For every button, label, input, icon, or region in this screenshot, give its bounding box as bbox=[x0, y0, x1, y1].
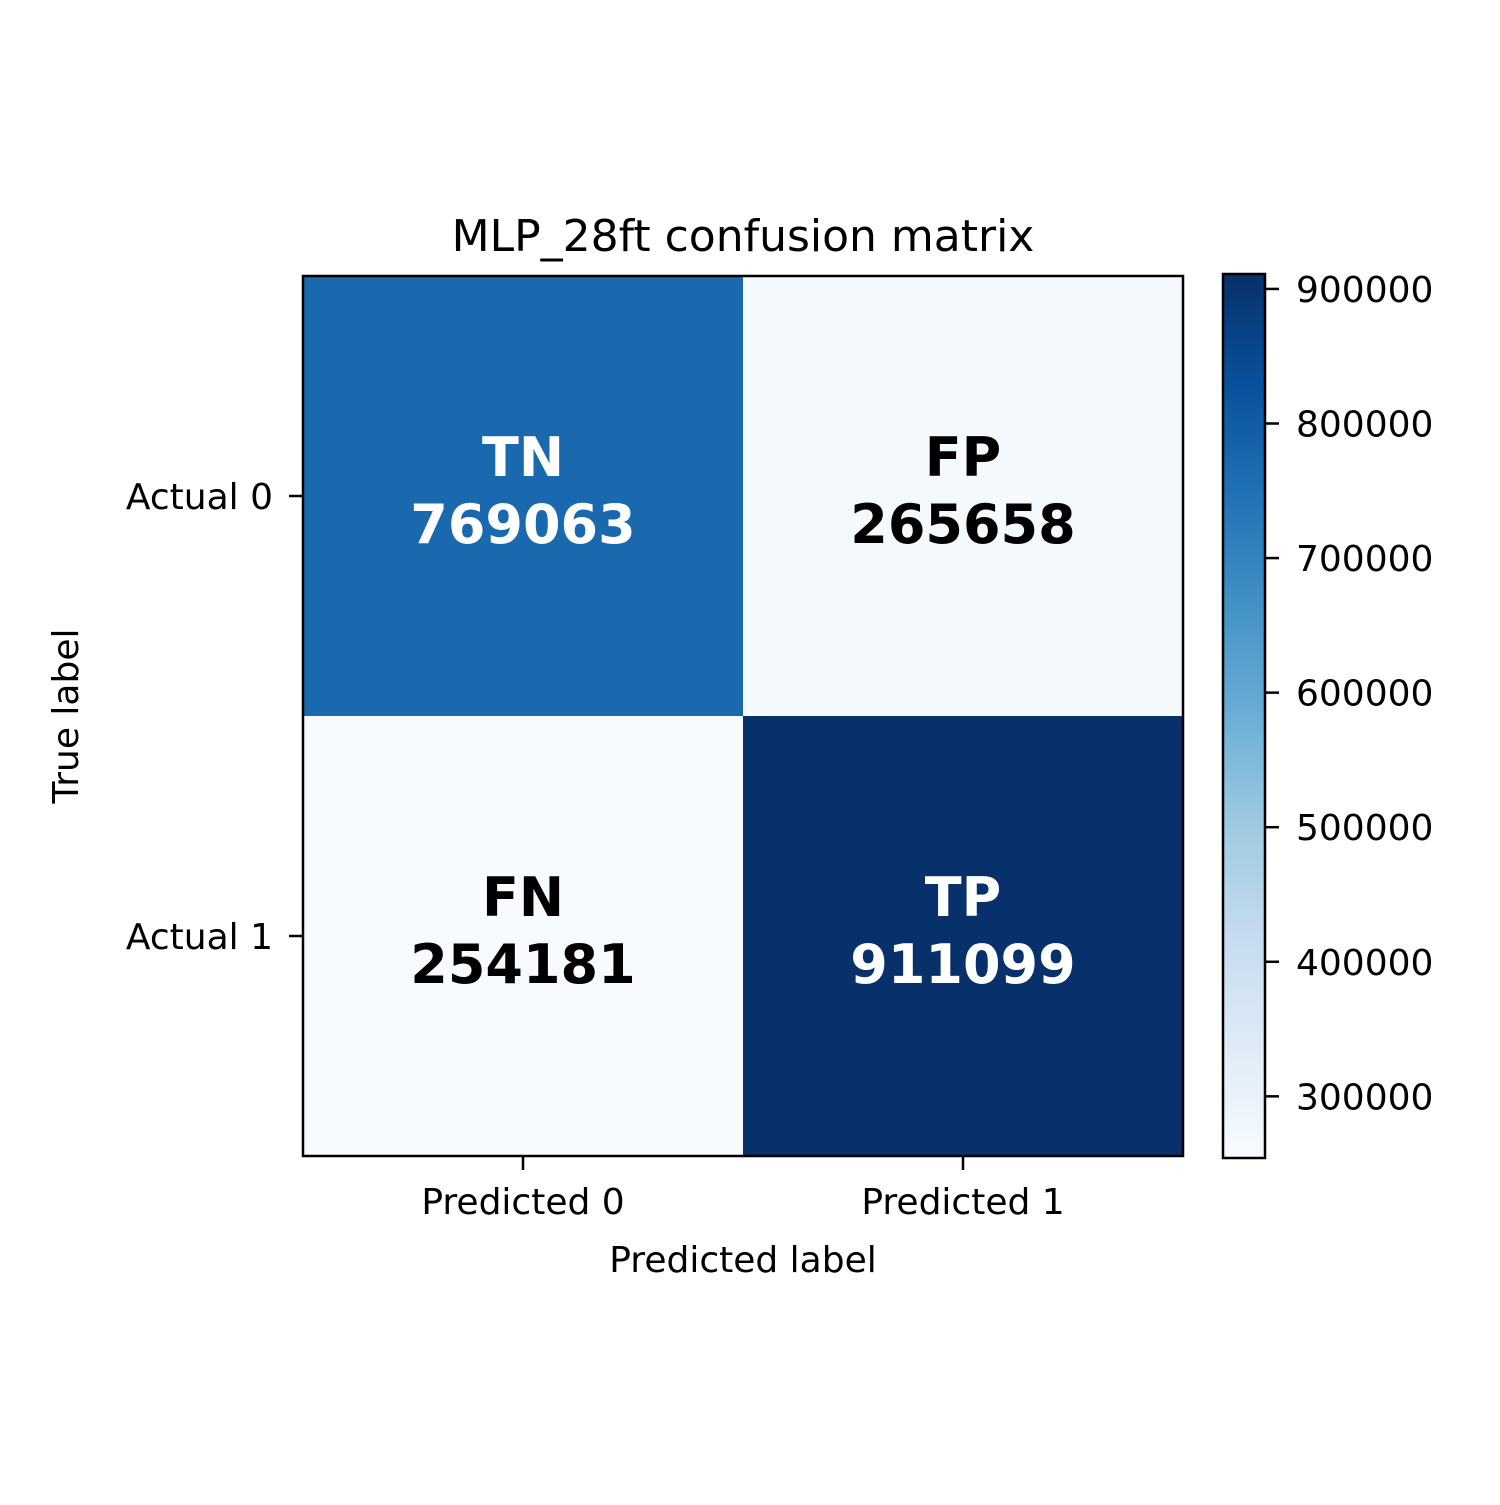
colorbar-tick-label: 700000 bbox=[1296, 539, 1433, 580]
x-axis-label: Predicted label bbox=[609, 1240, 877, 1281]
colorbar-tick-label: 400000 bbox=[1296, 943, 1433, 984]
cell-value-fp: 265658 bbox=[850, 493, 1075, 556]
cell-label-tn: TN bbox=[482, 426, 564, 489]
colorbar-tick-label: 300000 bbox=[1296, 1077, 1433, 1118]
y-axis-ticks: Actual 0 Actual 1 bbox=[126, 477, 303, 958]
chart-title: MLP_28ft confusion matrix bbox=[452, 211, 1035, 262]
cell-label-tp: TP bbox=[925, 866, 1001, 929]
x-axis-ticks: Predicted 0 Predicted 1 bbox=[421, 1156, 1065, 1223]
cell-tn bbox=[303, 276, 744, 717]
y-tick-label: Actual 1 bbox=[126, 917, 273, 958]
cell-value-tn: 769063 bbox=[410, 493, 635, 556]
colorbar-ticks: 300000 400000 500000 600000 700000 800000 9000… bbox=[1265, 270, 1433, 1118]
x-tick-label: Predicted 0 bbox=[421, 1182, 624, 1223]
colorbar-tick-label: 500000 bbox=[1296, 808, 1433, 849]
colorbar-tick-label: 800000 bbox=[1296, 405, 1433, 446]
colorbar-tick-label: 600000 bbox=[1296, 674, 1433, 715]
cell-fn bbox=[303, 716, 744, 1157]
cell-tp bbox=[743, 716, 1184, 1157]
y-tick-label: Actual 0 bbox=[126, 477, 273, 518]
y-axis-label: True label bbox=[46, 629, 87, 805]
x-tick-label: Predicted 1 bbox=[861, 1182, 1064, 1223]
cell-label-fp: FP bbox=[925, 426, 1001, 489]
colorbar bbox=[1221, 272, 1267, 1160]
colorbar-tick-label: 900000 bbox=[1296, 270, 1433, 311]
cell-value-tp: 911099 bbox=[850, 933, 1075, 996]
cell-fp bbox=[743, 276, 1184, 717]
plot-frame bbox=[301, 274, 1185, 1158]
cell-label-fn: FN bbox=[482, 866, 564, 929]
cell-value-fn: 254181 bbox=[410, 933, 635, 996]
